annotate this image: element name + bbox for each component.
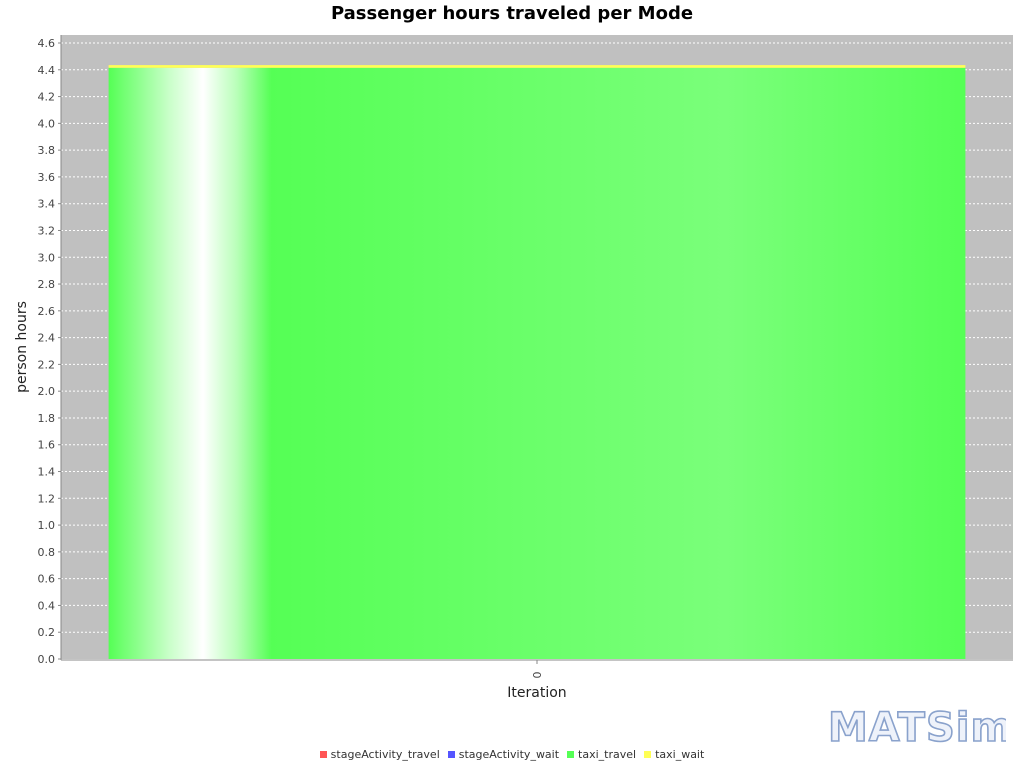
y-ticks: 0.0 0.2 0.4 0.6 0.8 1.0 1.2 1.4 1.6 1.8 2.0 2.2 2.4 2… (38, 37, 61, 666)
y-tick-label: 4.4 (38, 64, 56, 77)
bar-taxi-wait (108, 65, 966, 68)
y-tick-label: 3.6 (38, 171, 56, 184)
y-tick-label: 3.8 (38, 144, 56, 157)
legend-label: stageActivity_wait (458, 748, 560, 761)
legend-item-taxi-wait: taxi_wait (644, 748, 704, 761)
y-tick-label: 2.6 (38, 305, 56, 318)
matsim-logo-text: MATSim (828, 705, 1006, 749)
y-tick-label: 1.6 (38, 439, 56, 452)
legend-item-stageActivity-travel: stageActivity_travel (319, 748, 440, 761)
y-tick-label: 3.2 (38, 224, 56, 237)
legend-item-taxi-travel: taxi_travel (567, 748, 636, 761)
y-tick-label: 1.8 (38, 412, 56, 425)
y-tick-label: 0.2 (38, 626, 56, 639)
y-tick-label: 4.6 (38, 37, 56, 50)
bar-taxi-travel (108, 67, 966, 659)
y-tick-label: 4.2 (38, 91, 56, 104)
legend-swatch (567, 751, 575, 758)
y-tick-label: 2.8 (38, 278, 56, 291)
y-tick-label: 2.4 (38, 332, 56, 345)
legend-swatch (319, 751, 327, 758)
y-tick-label: 3.0 (38, 251, 56, 264)
y-tick-label: 1.2 (38, 492, 56, 505)
bars (108, 65, 966, 659)
legend: stageActivity_travel stageActivity_wait ta… (0, 748, 1024, 761)
y-tick-label: 2.2 (38, 358, 56, 371)
y-tick-label: 0.4 (38, 599, 56, 612)
x-ticks: 0 (531, 660, 544, 679)
legend-item-stageActivity-wait: stageActivity_wait (447, 748, 560, 761)
y-axis-label: person hours (14, 301, 30, 393)
y-tick-label: 3.4 (38, 198, 56, 211)
chart-title: Passenger hours traveled per Mode (330, 3, 694, 24)
y-tick-label: 1.4 (38, 466, 56, 479)
matsim-logo: MATSim (827, 704, 1006, 749)
x-tick-label: 0 (531, 672, 544, 679)
legend-label: stageActivity_travel (330, 748, 440, 761)
y-tick-label: 0.8 (38, 546, 56, 559)
x-axis-label: Iteration (507, 685, 566, 701)
y-tick-label: 0.6 (38, 573, 56, 586)
chart-plot: 0.0 0.2 0.4 0.6 0.8 1.0 1.2 1.4 1.6 1.8 2.0 2.2 2.4 2… (14, 35, 1013, 701)
legend-label: taxi_wait (655, 748, 705, 761)
y-tick-label: 1.0 (38, 519, 56, 532)
y-tick-label: 0.0 (38, 653, 56, 666)
legend-label: taxi_travel (578, 748, 637, 761)
y-tick-label: 4.0 (38, 117, 56, 130)
y-tick-label: 2.0 (38, 385, 56, 398)
legend-swatch (644, 751, 652, 758)
legend-swatch (447, 751, 455, 758)
